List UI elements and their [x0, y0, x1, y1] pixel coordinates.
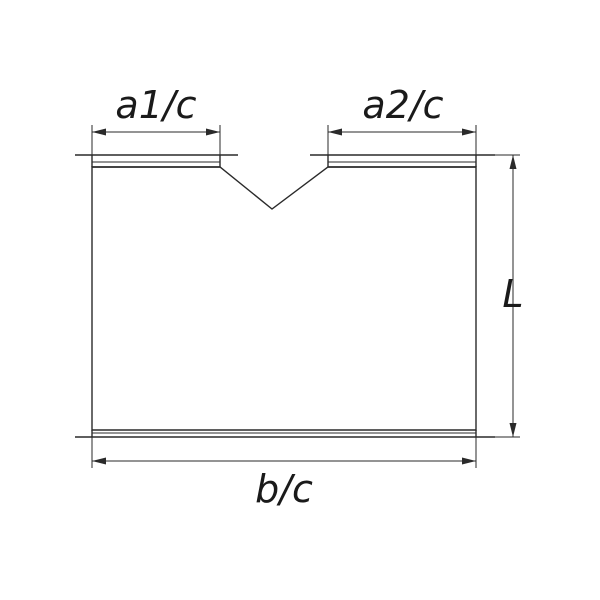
- length-arrow-top: [509, 155, 517, 169]
- a1-label: a1/c: [115, 83, 196, 127]
- a2-arrow-left: [328, 128, 342, 136]
- a1-arrow-right: [206, 128, 220, 136]
- base-arrow-right: [462, 457, 476, 465]
- length-arrow-bottom: [509, 423, 517, 437]
- a1-arrow-left: [92, 128, 106, 136]
- base-arrow-left: [92, 457, 106, 465]
- a2-arrow-right: [462, 128, 476, 136]
- base-label: b/c: [255, 467, 313, 511]
- part-outline: [91, 166, 477, 431]
- length-label: L: [502, 272, 523, 316]
- a2-label: a2/c: [362, 83, 443, 127]
